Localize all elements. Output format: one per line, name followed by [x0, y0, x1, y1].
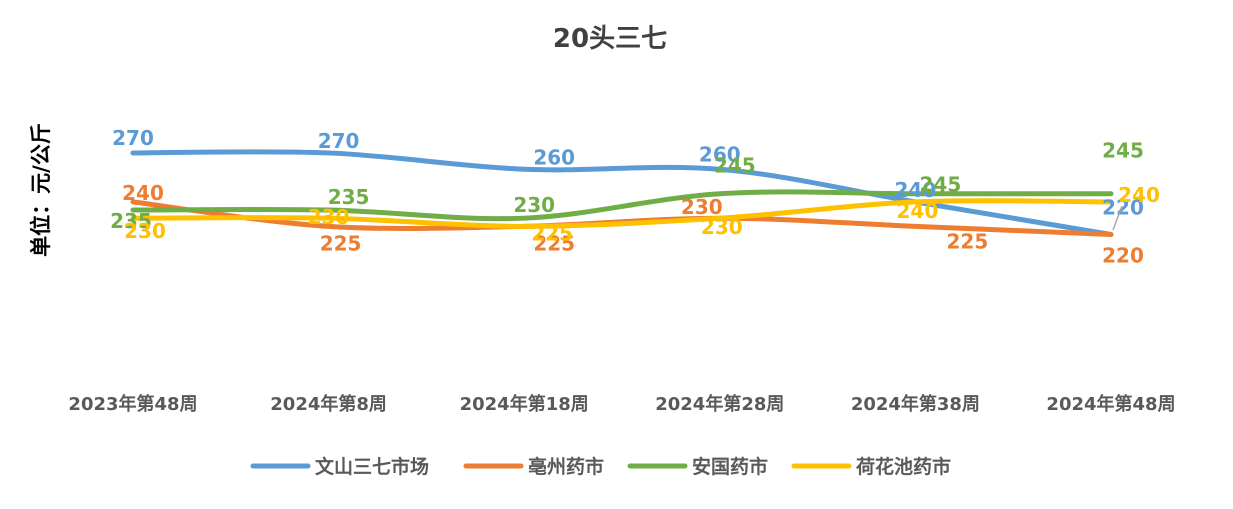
data-label: 260 [699, 142, 741, 166]
data-label: 225 [947, 229, 989, 253]
data-label: 230 [124, 219, 166, 243]
x-tick-label: 2024年第8周 [270, 393, 387, 415]
data-label: 235 [110, 209, 152, 233]
data-label: 225 [531, 221, 573, 245]
data-label: 245 [714, 154, 756, 178]
data-label: 245 [1102, 139, 1144, 163]
data-label: 240 [895, 178, 937, 202]
legend-label: 文山三七市场 [315, 455, 429, 478]
data-label: 270 [318, 129, 360, 153]
data-label: 220 [1102, 244, 1144, 268]
data-label: 240 [897, 199, 939, 223]
legend-item[interactable]: 文山三七市场 [250, 455, 429, 478]
data-label: 220 [1102, 196, 1144, 220]
data-label: 270 [112, 126, 154, 150]
data-label: 240 [1118, 183, 1160, 207]
x-tick-label: 2023年第48周 [68, 393, 197, 415]
legend-label: 安国药市 [692, 455, 768, 478]
data-label: 230 [513, 193, 555, 217]
data-label: 235 [328, 185, 370, 209]
legend-item[interactable]: 亳州药市 [463, 455, 604, 478]
series-line [130, 149, 1114, 237]
chart-title: 20头三七 [553, 24, 667, 54]
data-label: 245 [920, 173, 962, 197]
legend-item[interactable]: 荷花池药市 [791, 455, 951, 478]
data-label: 260 [533, 145, 575, 169]
x-axis-ticks: 2023年第48周 2024年第8周 2024年第18周 2024年第28周 2024年… [68, 393, 1175, 415]
legend-label: 亳州药市 [528, 455, 604, 478]
x-tick-label: 2024年第28周 [655, 393, 784, 415]
legend-label: 荷花池药市 [856, 455, 951, 478]
x-tick-label: 2024年第18周 [460, 393, 589, 415]
data-label: 225 [533, 231, 575, 255]
data-label: 230 [681, 195, 723, 219]
series-line [130, 198, 1114, 229]
data-label: 225 [320, 231, 362, 255]
legend-item[interactable]: 安国药市 [627, 455, 768, 478]
series-line [130, 189, 1114, 222]
label-leader-line [1112, 205, 1123, 231]
x-tick-label: 2024年第38周 [851, 393, 980, 415]
data-label: 230 [308, 205, 350, 229]
data-label: 240 [122, 181, 164, 205]
x-tick-label: 2024年第48周 [1046, 393, 1175, 415]
y-axis-label: 单位：元/公斤 [29, 123, 53, 257]
series-lines [130, 149, 1114, 237]
data-label: 230 [701, 215, 743, 239]
legend[interactable]: 文山三七市场 亳州药市 安国药市 荷花池药市 [250, 455, 951, 478]
